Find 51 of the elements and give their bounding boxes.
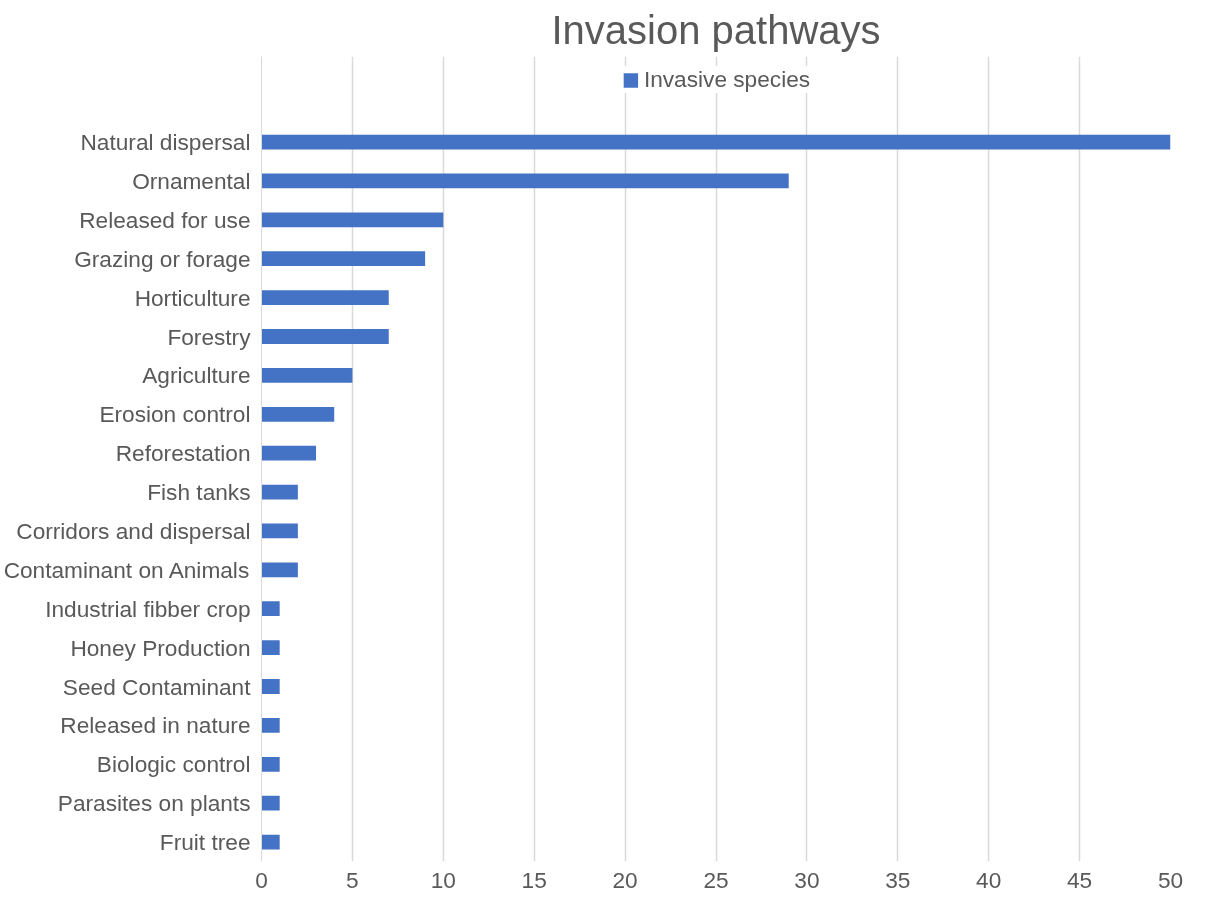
y-tick-label: Agriculture <box>142 362 251 389</box>
y-tick-label: Corridors and dispersal <box>16 517 251 544</box>
y-tick-label: Seed Contaminant <box>62 673 252 700</box>
bar <box>261 718 280 733</box>
bar <box>261 795 280 811</box>
bar <box>261 679 280 694</box>
x-tick-label: 15 <box>521 866 547 893</box>
y-tick-label: Erosion control <box>99 401 251 428</box>
bar <box>261 834 280 850</box>
y-tick-label: Biologic control <box>96 751 251 778</box>
bar <box>261 173 789 189</box>
x-tick-label: 5 <box>346 866 359 893</box>
y-tick-label: Ornamental <box>132 167 251 194</box>
bar <box>261 329 389 344</box>
x-tick-label: 30 <box>794 866 820 893</box>
x-tick-label: 10 <box>430 866 456 893</box>
y-tick-label: Industrial fibber crop <box>45 595 251 622</box>
y-tick-label: Fruit tree <box>159 829 251 856</box>
chart-title: Invasion pathways <box>551 7 881 52</box>
bar <box>261 134 1171 150</box>
bar <box>261 756 280 772</box>
y-tick-label: Fish tanks <box>147 479 251 506</box>
y-tick-label: Grazing or forage <box>74 245 251 272</box>
x-tick-label: 45 <box>1067 866 1093 893</box>
bar <box>261 484 298 500</box>
y-tick-label: Reforestation <box>115 440 251 467</box>
y-tick-label: Parasites on plants <box>57 790 251 817</box>
y-tick-label: Forestry <box>167 323 252 350</box>
y-tick-label: Contaminant on Animals <box>3 556 250 583</box>
bar <box>261 601 280 617</box>
x-tick-label: 35 <box>885 866 911 893</box>
bar <box>261 212 444 228</box>
bar <box>261 523 298 539</box>
x-tick-label: 25 <box>703 866 729 893</box>
bar <box>261 251 426 267</box>
y-tick-label: Released for use <box>79 206 251 233</box>
bar <box>261 290 389 305</box>
y-tick-label: Natural dispersal <box>80 129 251 156</box>
bar <box>261 406 335 422</box>
x-tick-label: 0 <box>255 866 268 893</box>
bar <box>261 562 298 578</box>
x-tick-label: 50 <box>1157 866 1184 893</box>
y-tick-label: Horticulture <box>134 284 251 311</box>
bar <box>261 368 353 383</box>
bar <box>261 640 280 655</box>
bar <box>261 445 317 461</box>
y-tick-label: Honey Production <box>70 634 251 661</box>
y-tick-label: Released in nature <box>60 712 251 739</box>
legend-label: Invasive species <box>643 66 811 93</box>
x-tick-label: 20 <box>612 866 638 893</box>
x-tick-label: 40 <box>976 866 1002 893</box>
